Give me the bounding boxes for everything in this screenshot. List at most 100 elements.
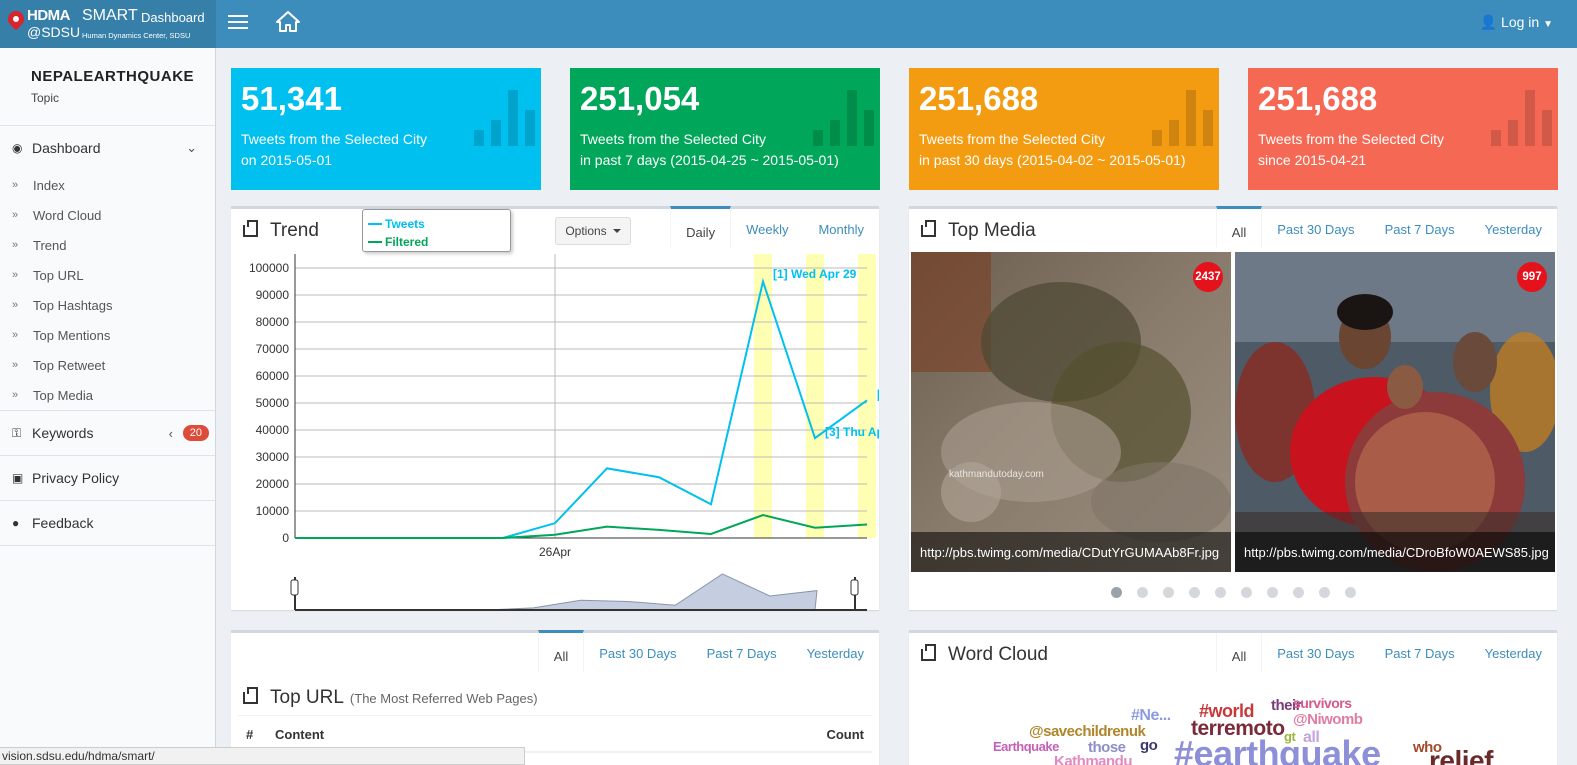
carousel-dot[interactable] — [1267, 587, 1278, 598]
sidebar-item-keywords[interactable]: ⚿ Keywords ‹ 20 — [0, 411, 215, 455]
double-chevron-icon: » — [12, 299, 19, 311]
word-cloud-word[interactable]: #world — [1199, 701, 1255, 721]
stat-value: 251,688 — [919, 80, 1039, 117]
top-media-title: Top Media — [921, 220, 1036, 242]
word-cloud-word[interactable]: Earthquake — [993, 739, 1059, 754]
chevron-left-icon: ‹ — [168, 425, 173, 441]
tab-past-30-days[interactable]: Past 30 Days — [1277, 222, 1355, 237]
double-chevron-icon: » — [12, 269, 19, 281]
sidebar-item-feedback[interactable]: ● Feedback — [0, 501, 215, 545]
navigator-handle[interactable] — [850, 579, 859, 596]
carousel-dot[interactable] — [1345, 587, 1356, 598]
top-url-subtitle: (The Most Referred Web Pages) — [349, 690, 538, 706]
tab-weekly[interactable]: Weekly — [746, 222, 789, 237]
top-media-panel: Top Media All Past 30 Days Past 7 Days Y… — [909, 206, 1557, 610]
sidebar-item-trend[interactable]: » Trend — [0, 230, 215, 260]
series-line-tweets — [295, 277, 868, 539]
legend-item-tweets[interactable]: Tweets — [368, 215, 510, 233]
tab-past-30-days[interactable]: Past 30 Days — [599, 646, 677, 661]
word-cloud-word[interactable]: @Niwomb — [1293, 711, 1363, 728]
tab-daily[interactable]: Daily — [670, 206, 732, 248]
media-count-badge: 997 — [1517, 262, 1547, 292]
logo-sdsu: @SDSU — [27, 24, 81, 40]
stat-box-today: 51,341 Tweets from the Selected City on … — [231, 68, 541, 190]
caret-down-icon — [612, 229, 621, 233]
tab-monthly[interactable]: Monthly — [818, 222, 864, 237]
login-dropdown[interactable]: 👤 Log in ▼ — [1480, 14, 1553, 31]
carousel-dot[interactable] — [1241, 587, 1252, 598]
double-chevron-icon: » — [12, 239, 19, 251]
word-cloud-word[interactable]: all — [1303, 729, 1320, 746]
sidebar-item-privacy[interactable]: ▣ Privacy Policy — [0, 456, 215, 500]
word-cloud-word[interactable]: those — [1088, 739, 1126, 756]
sidebar-item-top-hashtags[interactable]: » Top Hashtags — [0, 290, 215, 320]
tab-all[interactable]: All — [537, 630, 585, 672]
carousel-dot[interactable] — [1319, 587, 1330, 598]
media-url[interactable]: http://pbs.twimg.com/media/CDutYrGUMAAb8… — [911, 532, 1231, 572]
sidebar-item-top-mentions[interactable]: » Top Mentions — [0, 320, 215, 350]
sidebar: NEPALEARTHQUAKE Topic ◉ Dashboard ⌄ » Ind… — [0, 48, 216, 765]
carousel-dot[interactable] — [1137, 587, 1148, 598]
word-cloud-word[interactable]: @savechildrenuk — [1029, 723, 1146, 740]
tab-all[interactable]: All — [1215, 206, 1263, 248]
sidebar-item-top-url[interactable]: » Top URL — [0, 260, 215, 290]
sidebar-item-index[interactable]: » Index — [0, 170, 215, 200]
bar-chart-icon — [813, 90, 875, 146]
navigator-handle[interactable] — [290, 579, 299, 596]
double-chevron-icon: » — [12, 359, 19, 371]
tab-past-30-days[interactable]: Past 30 Days — [1277, 646, 1355, 661]
word-cloud-word[interactable]: survivors — [1293, 695, 1352, 711]
options-button[interactable]: Options — [555, 217, 631, 245]
sidebar-item-dashboard[interactable]: ◉ Dashboard ⌄ — [0, 126, 215, 170]
word-cloud-word[interactable]: terremoto — [1191, 717, 1285, 740]
col-content: Content — [275, 727, 325, 742]
sidebar-item-label: Privacy Policy — [32, 470, 120, 486]
carousel-dot[interactable] — [1215, 587, 1226, 598]
annotation-label: [1] Wed Apr 29 — [773, 267, 857, 281]
inbox-icon — [921, 220, 936, 237]
sidebar-item-top-media[interactable]: » Top Media — [0, 380, 215, 410]
word-cloud-word[interactable]: who — [1413, 739, 1442, 756]
topic-name: NEPALEARTHQUAKE — [31, 68, 195, 85]
word-cloud-word[interactable]: gt — [1284, 729, 1296, 744]
y-tick-label: 20000 — [256, 477, 290, 491]
word-cloud-word[interactable]: their — [1271, 697, 1302, 714]
y-tick-label: 60000 — [256, 369, 290, 383]
sidebar-item-word-cloud[interactable]: » Word Cloud — [0, 200, 215, 230]
carousel-dot[interactable] — [1293, 587, 1304, 598]
tab-all[interactable]: All — [1215, 633, 1263, 672]
carousel-dot[interactable] — [1163, 587, 1174, 598]
tab-yesterday[interactable]: Yesterday — [806, 646, 864, 661]
media-photo-people — [1235, 252, 1555, 572]
word-cloud-word[interactable]: Kathmandu — [1054, 753, 1133, 765]
dashboard-submenu: » Index » Word Cloud » Trend » Top URL » Top … — [0, 170, 215, 410]
media-count-badge: 2437 — [1193, 262, 1223, 292]
word-cloud-word[interactable]: #Ne... — [1131, 707, 1171, 724]
tab-yesterday[interactable]: Yesterday — [1484, 222, 1542, 237]
org-name: Human Dynamics Center, SDSU — [82, 31, 191, 40]
stat-period: in past 7 days (2015-04-25 ~ 2015-05-01) — [580, 152, 839, 168]
stat-value: 251,054 — [580, 80, 700, 117]
annotation-label: [2] Fri M — [877, 387, 879, 401]
stat-label: Tweets from the Selected City — [580, 131, 766, 147]
media-item[interactable]: 997 http://pbs.twimg.com/media/CDroBfoW0… — [1235, 252, 1555, 572]
word-cloud-word[interactable]: #earthquake — [1174, 733, 1381, 765]
stat-value: 51,341 — [241, 80, 342, 117]
word-cloud-word[interactable]: relief — [1429, 745, 1493, 765]
sidebar-item-top-retweet[interactable]: » Top Retweet — [0, 350, 215, 380]
tab-past-7-days[interactable]: Past 7 Days — [1384, 646, 1455, 661]
user-icon: 👤 — [1479, 14, 1498, 30]
tab-past-7-days[interactable]: Past 7 Days — [1384, 222, 1455, 237]
logo-hdma: HDMA — [27, 7, 71, 24]
home-icon[interactable] — [276, 10, 300, 32]
logo[interactable]: HDMA @SDSU SMART Dashboard Human Dynamic… — [0, 0, 216, 48]
carousel-dot[interactable] — [1111, 587, 1122, 598]
media-item[interactable]: kathmandutoday.com 2437 http://pbs.twimg… — [911, 252, 1231, 572]
legend-item-filtered[interactable]: Filtered — [368, 233, 510, 251]
tab-past-7-days[interactable]: Past 7 Days — [706, 646, 777, 661]
menu-toggle-icon[interactable] — [228, 14, 248, 30]
media-url[interactable]: http://pbs.twimg.com/media/CDroBfoW0AEWS… — [1235, 532, 1555, 572]
tab-yesterday[interactable]: Yesterday — [1484, 646, 1542, 661]
carousel-dot[interactable] — [1189, 587, 1200, 598]
word-cloud-word[interactable]: go — [1140, 737, 1158, 754]
